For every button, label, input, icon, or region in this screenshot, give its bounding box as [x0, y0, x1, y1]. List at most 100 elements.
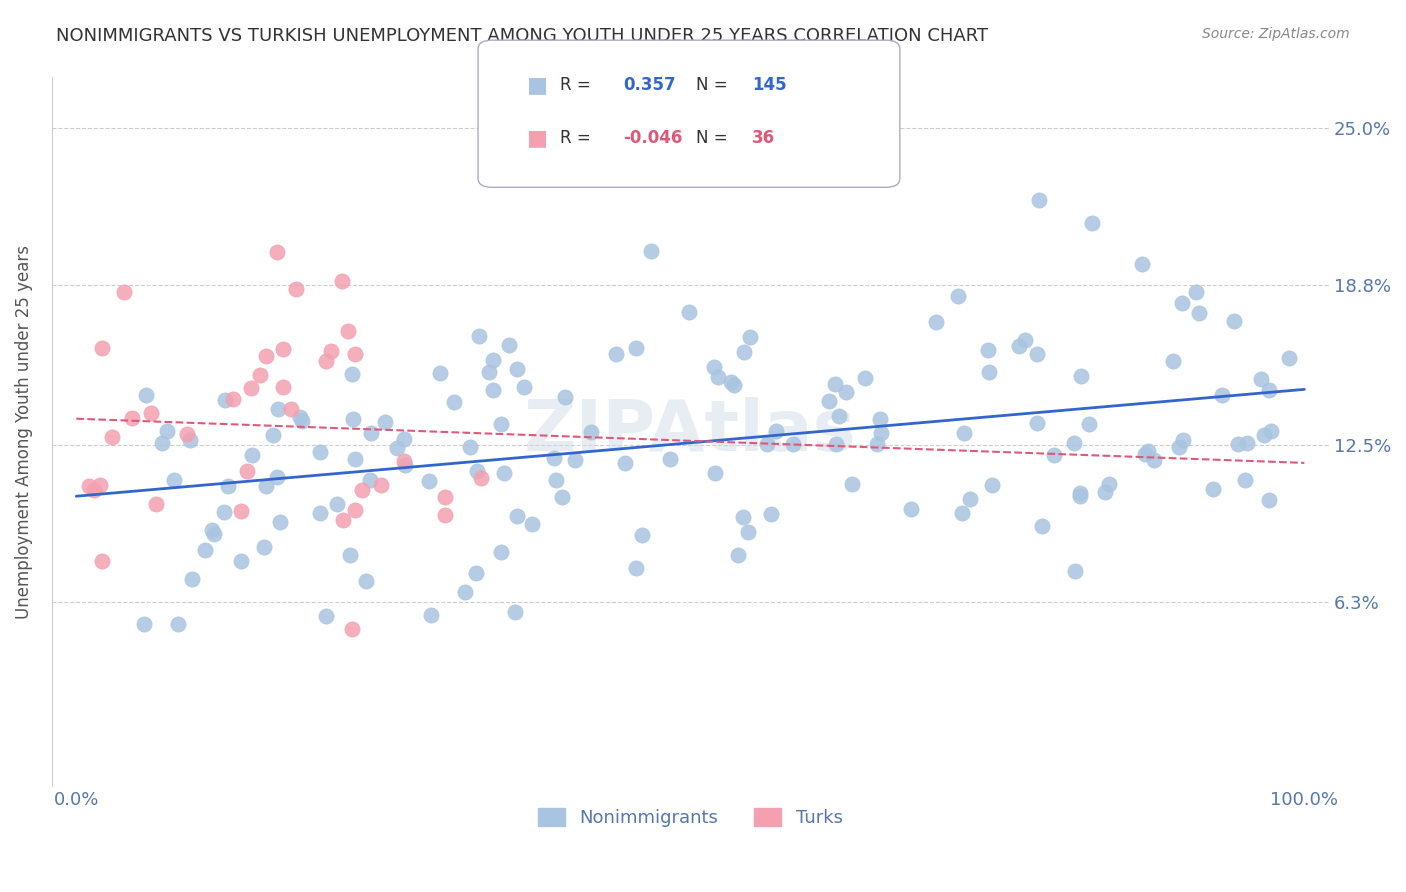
Point: [824, 376, 846, 391]
Point: [252, 540, 274, 554]
Point: [869, 412, 891, 426]
Point: [231, 504, 253, 518]
Point: [513, 379, 536, 393]
Point: [1031, 519, 1053, 533]
Point: [482, 383, 505, 397]
Point: [1008, 339, 1031, 353]
Point: [145, 497, 167, 511]
Point: [564, 453, 586, 467]
Point: [156, 424, 179, 438]
Point: [360, 426, 382, 441]
Point: [344, 452, 367, 467]
Point: [1185, 285, 1208, 300]
Point: [284, 282, 307, 296]
Point: [1168, 440, 1191, 454]
Point: [1028, 193, 1050, 207]
Point: [835, 385, 858, 400]
Point: [240, 381, 263, 395]
Point: [720, 375, 742, 389]
Point: [179, 433, 201, 447]
Point: [959, 492, 981, 507]
Point: [478, 364, 501, 378]
Point: [315, 608, 337, 623]
Point: [1070, 369, 1092, 384]
Point: [554, 390, 576, 404]
Point: [946, 289, 969, 303]
Point: [112, 285, 135, 299]
Point: [271, 379, 294, 393]
Point: [1081, 216, 1104, 230]
Point: [290, 410, 312, 425]
Point: [731, 510, 754, 524]
Point: [640, 244, 662, 259]
Point: [359, 473, 381, 487]
Point: [464, 566, 486, 580]
Point: [980, 477, 1002, 491]
Text: 36: 36: [752, 129, 775, 147]
Point: [737, 524, 759, 539]
Point: [236, 464, 259, 478]
Point: [1026, 347, 1049, 361]
Point: [269, 516, 291, 530]
Point: [977, 343, 1000, 357]
Point: [1187, 305, 1209, 319]
Point: [343, 347, 366, 361]
Point: [853, 370, 876, 384]
Point: [166, 617, 188, 632]
Point: [332, 513, 354, 527]
Point: [544, 474, 567, 488]
Text: 145: 145: [752, 76, 787, 94]
Point: [385, 441, 408, 455]
Point: [370, 478, 392, 492]
Point: [418, 475, 440, 489]
Point: [420, 608, 443, 623]
Point: [503, 605, 526, 619]
Point: [336, 324, 359, 338]
Point: [291, 414, 314, 428]
Point: [1226, 437, 1249, 451]
Point: [176, 427, 198, 442]
Point: [150, 435, 173, 450]
Point: [1063, 435, 1085, 450]
Point: [180, 572, 202, 586]
Point: [163, 473, 186, 487]
Point: [950, 506, 973, 520]
Point: [249, 368, 271, 382]
Point: [134, 617, 156, 632]
Point: [434, 490, 457, 504]
Point: [707, 370, 730, 384]
Point: [254, 349, 277, 363]
Point: [1137, 443, 1160, 458]
Point: [319, 344, 342, 359]
Point: [1133, 447, 1156, 461]
Point: [90, 554, 112, 568]
Legend: Nonimmigrants, Turks: Nonimmigrants, Turks: [530, 800, 851, 834]
Text: -0.046: -0.046: [623, 129, 682, 147]
Point: [1078, 417, 1101, 431]
Point: [738, 330, 761, 344]
Text: R =: R =: [560, 76, 596, 94]
Point: [458, 440, 481, 454]
Point: [83, 483, 105, 498]
Point: [429, 366, 451, 380]
Point: [579, 425, 602, 439]
Point: [266, 244, 288, 259]
Point: [194, 542, 217, 557]
Point: [374, 415, 396, 429]
Point: [498, 338, 520, 352]
Text: ZIPAtlas: ZIPAtlas: [524, 398, 856, 467]
Point: [454, 585, 477, 599]
Point: [467, 329, 489, 343]
Point: [308, 445, 330, 459]
Point: [723, 378, 745, 392]
Point: [340, 368, 363, 382]
Point: [1170, 296, 1192, 310]
Point: [1026, 416, 1049, 430]
Point: [489, 545, 512, 559]
Point: [470, 471, 492, 485]
Point: [342, 411, 364, 425]
Point: [212, 505, 235, 519]
Point: [1161, 354, 1184, 368]
Point: [77, 479, 100, 493]
Point: [1278, 351, 1301, 366]
